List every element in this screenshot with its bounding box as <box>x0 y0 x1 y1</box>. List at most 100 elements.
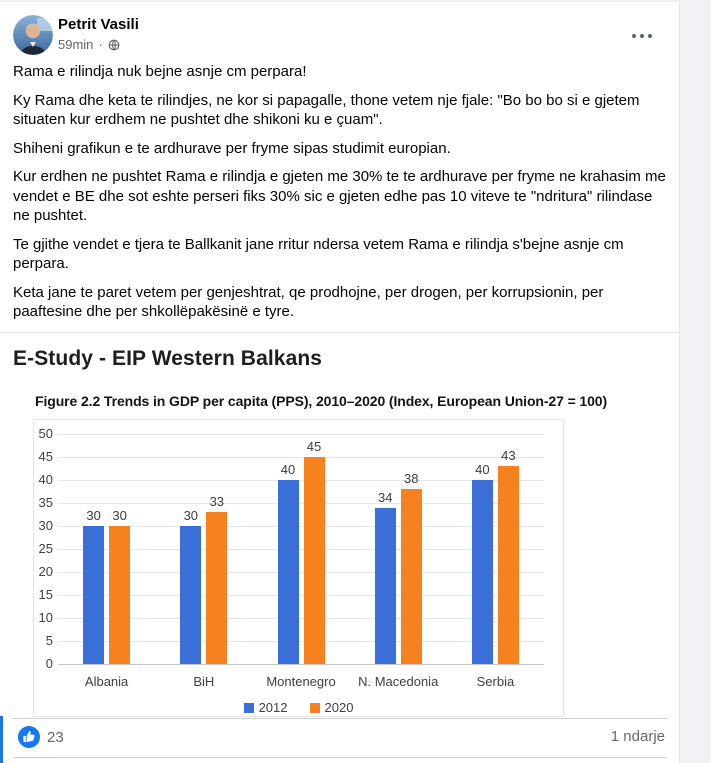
bar-2020-N. Macedonia <box>400 489 422 664</box>
timestamp: 59min <box>58 37 94 52</box>
bar-group: 34 38 <box>350 471 447 664</box>
category-label: Montenegro <box>266 674 336 689</box>
category-label: Serbia <box>476 674 515 689</box>
share-count[interactable]: 1 ndarje <box>610 728 665 745</box>
y-tick-label: 30 <box>38 518 53 533</box>
y-tick-label: 5 <box>45 633 53 648</box>
bottom-divider <box>14 757 666 758</box>
category-label: BiH <box>193 674 215 689</box>
bar-with-label: 30 <box>109 508 131 664</box>
post-paragraph: Keta jane te paret vetem per genjeshtrat… <box>13 283 604 321</box>
post-paragraph: Ky Rama dhe keta te rilindjes, ne kor si… <box>13 91 640 129</box>
y-tick-label: 45 <box>38 449 53 464</box>
y-tick-label: 0 <box>45 656 53 671</box>
gridline <box>58 664 544 665</box>
bar-2012-Serbia <box>471 480 493 664</box>
bar-value-label: 30 <box>112 508 127 523</box>
bar-2012-BiH <box>180 526 202 664</box>
y-tick-label: 40 <box>38 472 53 487</box>
bar-2012-N. Macedonia <box>374 507 396 664</box>
bar-value-label: 40 <box>475 462 490 477</box>
bar-with-label: 33 <box>206 494 228 664</box>
bar-group: 40 43 <box>447 448 544 664</box>
gridline <box>58 503 544 504</box>
bar-value-label: 34 <box>377 489 393 505</box>
gridline <box>58 526 544 527</box>
post-paragraph: Kur erdhen ne pushtet Rama e rilindja e … <box>13 168 666 224</box>
gridline <box>58 480 544 481</box>
bar-value-label: 40 <box>280 462 296 477</box>
chart-frame: 0 5 10 15 20 25 30 35 40 45 50 30 30 30 33 40 45 34 38 40 4… <box>33 419 564 717</box>
bar-group: 30 33 <box>155 494 252 664</box>
footer-divider <box>12 718 668 719</box>
avatar-image <box>13 15 53 55</box>
bar-group: 40 45 <box>252 439 349 664</box>
post-paragraph: Rama e rilindja nuk bejne asnje cm perpa… <box>13 63 307 80</box>
like-count: 23 <box>47 728 64 746</box>
bar-2012-Albania <box>83 526 105 664</box>
author-name[interactable]: Petrit Vasili <box>58 16 139 33</box>
chart-title: Figure 2.2 Trends in GDP per capita (PPS… <box>35 393 608 409</box>
bar-value-label: 45 <box>306 439 322 454</box>
post-paragraph: Te gjithe vendet e tjera te Ballkanit ja… <box>13 235 624 273</box>
category-label: Albania <box>84 674 129 689</box>
bar-2012-Montenegro <box>277 480 299 664</box>
post-paragraph: Shiheni grafikun e te ardhurave per frym… <box>13 139 451 157</box>
attachment-divider <box>0 332 679 333</box>
bar-with-label: 43 <box>497 448 519 664</box>
post-card: Petrit Vasili 59min · Rama e rilindja nuk… <box>0 0 680 763</box>
gridline <box>58 549 544 550</box>
chart-x-axis: Albania BiH Montenegro N. Macedonia Serbia <box>58 674 544 689</box>
y-tick-label: 35 <box>38 495 53 510</box>
post-text: Rama e rilindja nuk bejne asnje cm perpa… <box>13 62 668 331</box>
y-tick-label: 25 <box>38 541 53 556</box>
bar-2020-Albania <box>109 526 131 664</box>
y-tick-label: 20 <box>38 564 53 579</box>
chart-legend: 2012 2020 <box>34 700 563 715</box>
legend-item: 2020 <box>309 700 354 715</box>
post-menu-button[interactable] <box>626 24 658 48</box>
chart-y-axis: 0 5 10 15 20 25 30 35 40 45 50 <box>34 420 53 716</box>
bar-group: 30 30 <box>58 508 155 664</box>
thumbs-up-icon <box>18 726 40 748</box>
legend-label: 2020 <box>324 700 354 715</box>
bar-value-label: 43 <box>501 448 516 464</box>
bar-value-label: 33 <box>209 494 225 510</box>
y-tick-label: 50 <box>38 426 53 441</box>
gridline <box>58 595 544 596</box>
bar-value-label: 30 <box>183 508 199 523</box>
legend-item: 2012 <box>243 700 288 715</box>
ellipsis-icon <box>632 34 636 38</box>
legend-swatch <box>309 702 320 713</box>
bar-2020-Serbia <box>497 466 519 664</box>
bar-2020-Montenegro <box>303 457 325 664</box>
gridline <box>58 434 544 435</box>
meta-separator: · <box>98 37 103 52</box>
bar-with-label: 38 <box>400 471 422 664</box>
gridline <box>58 572 544 573</box>
gridline <box>58 641 544 642</box>
ellipsis-icon <box>640 34 644 38</box>
legend-label: 2012 <box>258 700 288 715</box>
reactions-summary[interactable]: 23 <box>18 726 64 748</box>
gridline <box>58 457 544 458</box>
category-label: N. Macedonia <box>358 674 439 689</box>
y-tick-label: 10 <box>38 610 53 625</box>
legend-swatch <box>243 702 254 713</box>
bar-value-label: 30 <box>86 508 101 523</box>
avatar[interactable] <box>13 15 53 55</box>
globe-icon <box>108 39 120 50</box>
bar-value-label: 38 <box>403 471 419 487</box>
bar-with-label: 45 <box>303 439 325 664</box>
ellipsis-icon <box>648 34 652 38</box>
attachment-title[interactable]: E-Study - EIP Western Balkans <box>13 347 323 370</box>
bar-with-label: 30 <box>83 508 105 664</box>
bar-2020-BiH <box>206 512 228 664</box>
bar-with-label: 40 <box>277 462 299 664</box>
bar-with-label: 40 <box>471 462 493 664</box>
y-tick-label: 15 <box>38 587 53 602</box>
post-meta[interactable]: 59min · <box>58 37 120 52</box>
bar-groups: 30 30 30 33 40 45 34 38 40 43 <box>58 434 544 664</box>
bar-with-label: 30 <box>180 508 202 664</box>
left-edge-highlight <box>0 716 3 763</box>
